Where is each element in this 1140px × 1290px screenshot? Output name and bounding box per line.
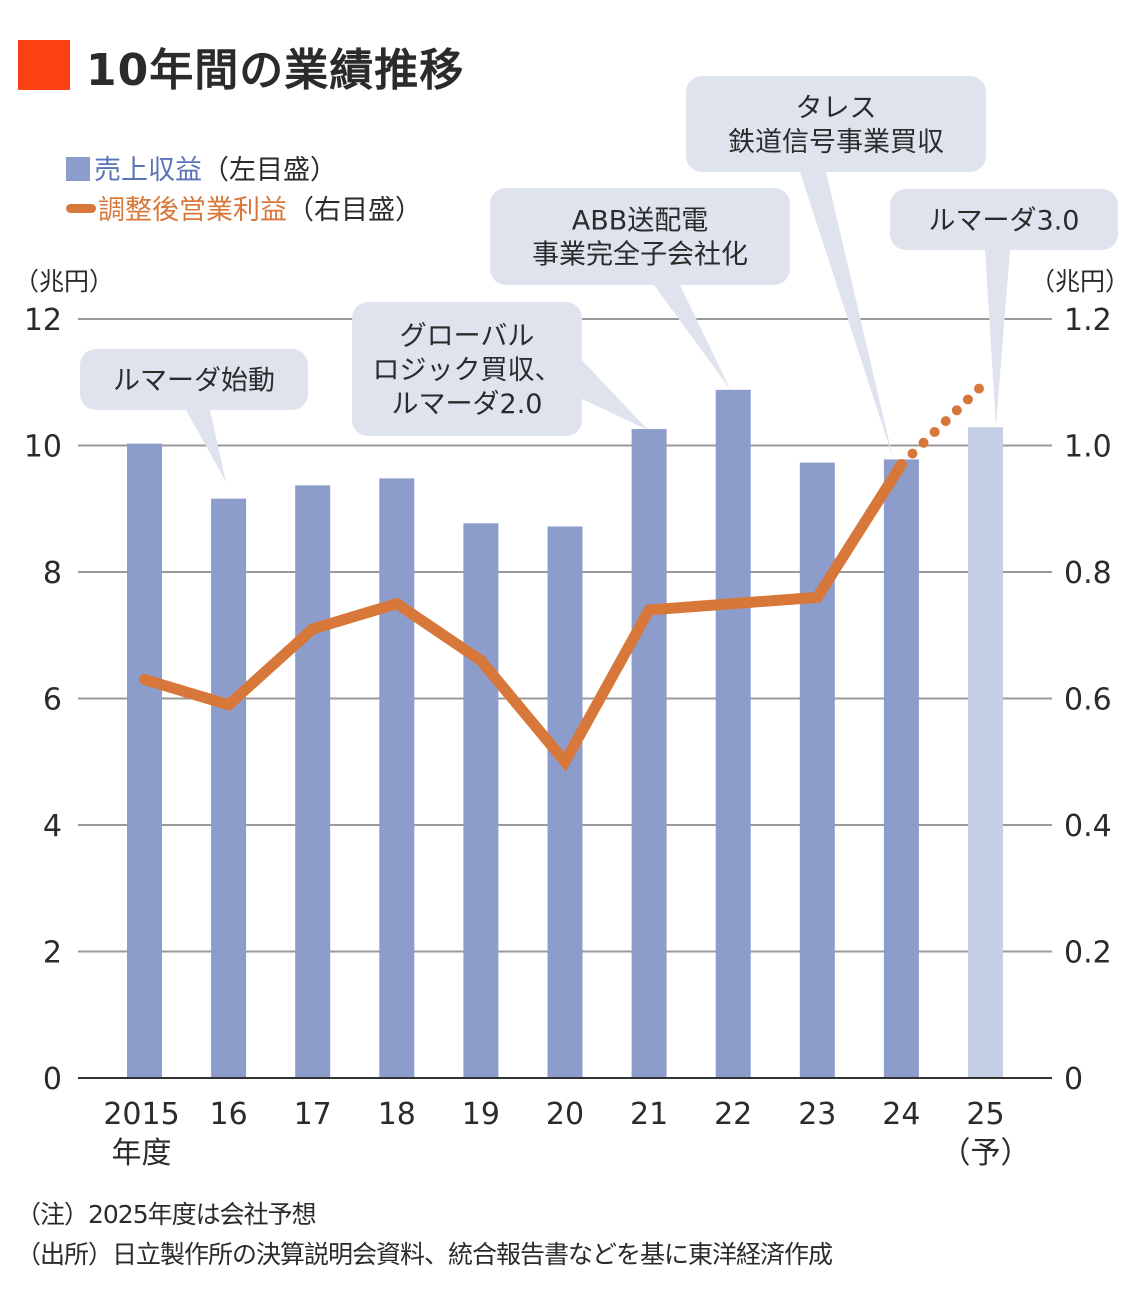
revenue-bar — [547, 526, 583, 1078]
left-axis-unit: （兆円） — [14, 267, 115, 296]
right-axis-tick-label: 0.6 — [1064, 683, 1112, 718]
callout-pointer — [654, 285, 730, 389]
callout-text: ABB送配電 — [572, 206, 709, 237]
operating-profit-forecast-dotted-line — [896, 377, 991, 470]
callout-box — [490, 188, 790, 285]
callout-text: グローバル — [400, 321, 535, 352]
operating-profit-line — [139, 458, 907, 772]
revenue-bar — [968, 427, 1003, 1079]
callout-box — [352, 302, 582, 436]
footer-note: （注）2025年度は会社予想 — [16, 1200, 317, 1229]
callout-text: ロジック買収、 — [373, 355, 562, 386]
x-axis-tick-label: 21 — [630, 1097, 668, 1132]
left-axis-tick-label: 0 — [43, 1062, 62, 1097]
x-axis-tick-sublabel: （予） — [941, 1136, 1031, 1171]
revenue-bar — [379, 478, 415, 1078]
x-axis-tick-label: 25 — [966, 1097, 1004, 1132]
x-axis-tick-label: 17 — [294, 1097, 332, 1132]
revenue-bar — [295, 485, 331, 1078]
right-axis-tick-label: 1.0 — [1064, 430, 1112, 465]
right-axis-tick-label: 1.2 — [1064, 303, 1112, 338]
x-axis-tick-label: 18 — [378, 1097, 416, 1132]
left-axis-tick-label: 8 — [43, 556, 62, 591]
left-axis-tick-label: 4 — [43, 809, 62, 844]
legend-profit-label: 調整後営業利益 — [98, 195, 287, 226]
callout-text: ルマーダ始動 — [113, 366, 275, 397]
legend-revenue-axis-note: （左目盛） — [202, 155, 337, 186]
legend-profit-axis-note: （右目盛） — [287, 195, 422, 226]
x-axis-tick-label: 23 — [798, 1097, 836, 1132]
line-series — [139, 377, 991, 772]
callout-box — [890, 189, 1118, 250]
annotation-layer: ルマーダ始動グローバルロジック買収、ルマーダ2.0ABB送配電事業完全子会社化タ… — [80, 76, 1118, 482]
callout-pointer — [985, 250, 1010, 426]
right-axis-tick-label: 0.2 — [1064, 936, 1112, 971]
tick-labels: 0 0 2 0.2 4 0.4 6 0.6 8 0.8 10 1.0 12 1.2 2015 年度 16 17 18… — [24, 303, 1112, 1171]
annotation-callout: ルマーダ始動 — [80, 349, 308, 482]
x-axis-tick-label: 2015 — [103, 1097, 179, 1132]
revenue-bar — [463, 523, 499, 1078]
revenue-bar — [127, 443, 162, 1078]
x-axis-tick-label: 19 — [462, 1097, 500, 1132]
revenue-bar — [211, 498, 247, 1078]
callout-pointer — [800, 172, 893, 458]
x-axis-tick-sublabel: 年度 — [112, 1136, 172, 1171]
callout-box — [686, 76, 986, 172]
left-axis-tick-label: 2 — [43, 936, 62, 971]
callout-text: ルマーダ2.0 — [392, 389, 543, 420]
revenue-bar — [883, 459, 919, 1078]
callout-text: タレス — [796, 93, 877, 124]
callout-pointer — [580, 358, 648, 430]
revenue-bar — [715, 389, 751, 1079]
right-axis-tick-label: 0 — [1064, 1062, 1083, 1097]
title-marker — [18, 40, 70, 90]
callout-text: ルマーダ3.0 — [929, 206, 1080, 237]
legend-bar-swatch — [66, 157, 90, 181]
legend-item-operating-profit: 調整後営業利益（右目盛） — [66, 194, 422, 228]
revenue-bar — [631, 429, 667, 1078]
callout-box — [80, 349, 308, 410]
revenue-bar — [799, 462, 835, 1078]
legend-revenue-label: 売上収益 — [94, 155, 202, 186]
chart-canvas: ルマーダ始動グローバルロジック買収、ルマーダ2.0ABB送配電事業完全子会社化タ… — [24, 76, 1118, 1171]
legend-line-swatch — [66, 204, 96, 213]
legend-item-revenue: 売上収益（左目盛） — [66, 154, 337, 188]
x-axis-tick-label: 16 — [210, 1097, 248, 1132]
x-axis-tick-label: 20 — [546, 1097, 584, 1132]
annotation-callout: ルマーダ3.0 — [890, 189, 1118, 426]
right-axis-tick-label: 0.8 — [1064, 556, 1112, 591]
chart-title: 10年間の業績推移 — [86, 45, 465, 96]
right-axis-tick-label: 0.4 — [1064, 809, 1112, 844]
right-axis-unit: （兆円） — [1030, 267, 1131, 296]
footer-source: （出所）日立製作所の決算説明会資料、統合報告書などを基に東洋経済作成 — [16, 1240, 833, 1269]
callout-pointer — [186, 410, 226, 482]
x-axis-tick-label: 22 — [714, 1097, 752, 1132]
left-axis-tick-label: 12 — [24, 303, 62, 338]
callout-text: 事業完全子会社化 — [532, 240, 748, 271]
left-axis-tick-label: 6 — [43, 683, 62, 718]
callout-text: 鉄道信号事業買収 — [728, 127, 944, 158]
left-axis-tick-label: 10 — [24, 430, 62, 465]
x-axis-tick-label: 24 — [882, 1097, 920, 1132]
bar-series — [78, 389, 1052, 1079]
